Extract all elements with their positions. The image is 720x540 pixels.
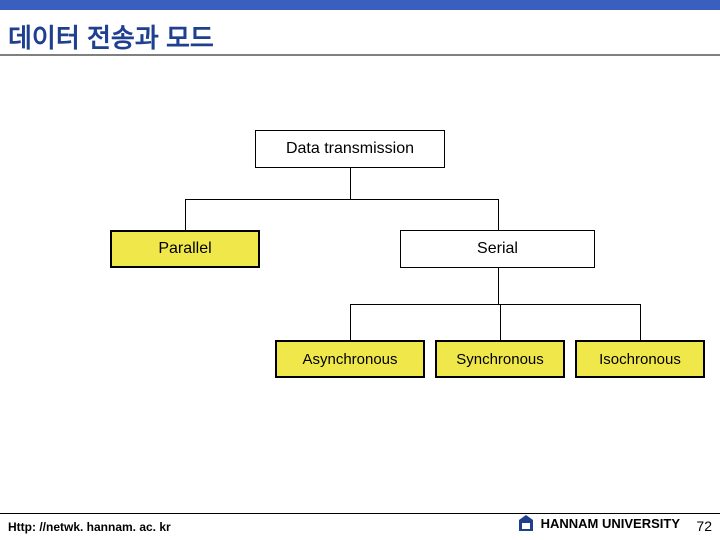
footer-university-text: HANNAM UNIVERSITY	[541, 516, 680, 531]
node-sync: Synchronous	[435, 340, 565, 378]
edge-serial-down	[498, 268, 499, 304]
title-underline	[0, 54, 720, 56]
node-async: Asynchronous	[275, 340, 425, 378]
footer-rule	[0, 513, 720, 514]
footer-page-number: 72	[696, 518, 712, 534]
slide-title: 데이터 전송과 모드	[0, 18, 720, 55]
edge-root-down	[350, 168, 351, 199]
node-iso: Isochronous	[575, 340, 705, 378]
edge-serial-sync	[500, 304, 501, 340]
edge-root-parallel	[185, 199, 186, 230]
node-serial: Serial	[400, 230, 595, 268]
edge-serial-bus	[350, 304, 640, 305]
title-region: 데이터 전송과 모드	[0, 18, 720, 55]
footer-university: HANNAM UNIVERSITY	[519, 515, 680, 534]
footer-url: Http: //netwk. hannam. ac. kr	[8, 520, 171, 534]
edge-root-serial	[498, 199, 499, 230]
edge-serial-async	[350, 304, 351, 340]
edge-root-bus	[185, 199, 498, 200]
diagram-canvas: Data transmission Parallel Serial Asynchron…	[0, 110, 720, 430]
edge-serial-iso	[640, 304, 641, 340]
node-root: Data transmission	[255, 130, 445, 168]
top-accent-bar	[0, 0, 720, 10]
node-parallel: Parallel	[110, 230, 260, 268]
footer: Http: //netwk. hannam. ac. kr HANNAM UNI…	[0, 510, 720, 540]
university-logo-icon	[519, 515, 533, 534]
slide: 데이터 전송과 모드 Data transmission Parallel Seri…	[0, 0, 720, 540]
